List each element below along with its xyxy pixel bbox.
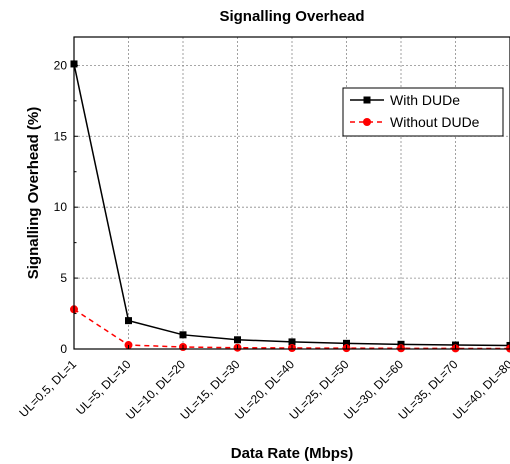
y-axis-label: Signalling Overhead (%) <box>25 107 42 280</box>
y-tick-label: 20 <box>54 58 68 72</box>
legend: With DUDe Without DUDe <box>342 87 504 137</box>
x-tick-label: UL=0.5, DL=1 <box>16 357 79 420</box>
series-1-point <box>179 331 187 339</box>
series-1-point <box>234 336 241 344</box>
legend-label-1: With DUDe <box>390 92 460 108</box>
series-1-point <box>125 317 132 325</box>
legend-box <box>342 87 504 137</box>
y-tick-label: 15 <box>54 129 68 143</box>
legend-marker-2 <box>363 118 371 126</box>
y-tick-label: 5 <box>60 271 67 285</box>
y-tick-label: 10 <box>54 200 68 214</box>
series-1-point <box>343 339 350 347</box>
chart-title: Signalling Overhead <box>219 8 364 25</box>
series-1-point <box>288 338 296 346</box>
x-tick-label: UL=5, DL=10 <box>73 357 134 418</box>
x-axis-label: Data Rate (Mbps) <box>231 445 354 462</box>
legend-marker-1 <box>363 96 371 104</box>
legend-label-2: Without DUDe <box>390 114 480 130</box>
grid <box>74 37 510 349</box>
y-tick-label: 0 <box>60 342 67 356</box>
